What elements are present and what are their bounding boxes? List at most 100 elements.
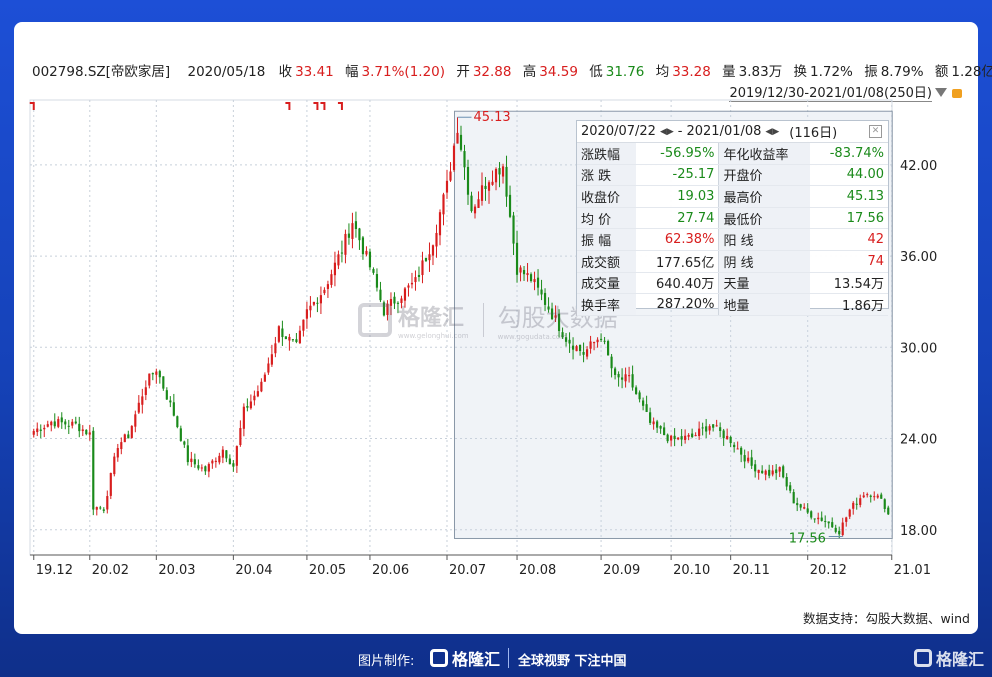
candle-body — [484, 185, 487, 190]
stat-key: 成交额 — [577, 250, 636, 273]
candle-body — [225, 450, 228, 459]
candle-body — [60, 417, 63, 423]
stat-key: 换手率 — [577, 293, 636, 316]
candle-body — [505, 166, 508, 197]
max-marker-label: 45.13 — [473, 110, 510, 125]
candle-body — [319, 295, 323, 304]
candle-body — [866, 494, 869, 496]
candle-body — [708, 426, 711, 431]
candle-body — [64, 421, 67, 425]
candle-body — [354, 221, 358, 229]
candle-body — [452, 145, 456, 171]
candle-body — [39, 429, 42, 431]
x-tick-label: 20.10 — [673, 563, 710, 578]
candle-body — [172, 402, 175, 416]
close-icon[interactable]: ✕ — [869, 125, 882, 138]
candle-body — [151, 373, 154, 375]
event-flag-icon — [285, 102, 291, 110]
stats-row: 收盘价 19.03 最高价 45.13 — [577, 185, 888, 208]
stat-value: -25.17 — [635, 164, 720, 187]
candle-body — [302, 319, 305, 331]
event-flag-icon — [337, 102, 343, 110]
candle-body — [589, 341, 592, 349]
candle-body — [431, 245, 435, 256]
candle-body — [663, 427, 666, 436]
candle-body — [221, 449, 224, 458]
candle-body — [323, 289, 326, 294]
avg-label: 均 — [655, 64, 670, 80]
stat-key: 开盘价 — [718, 164, 811, 187]
candle-body — [796, 503, 799, 506]
candle-body — [547, 306, 550, 310]
lock-icon[interactable] — [952, 88, 962, 98]
candle-body — [666, 434, 669, 442]
candle-body — [214, 460, 217, 463]
footer-divider — [508, 648, 509, 668]
stats-row: 涨 跌 -25.17 开盘价 44.00 — [577, 164, 888, 187]
candle-body — [207, 464, 210, 472]
candle-body — [564, 337, 568, 342]
candle-body — [607, 341, 610, 356]
candle-body — [424, 257, 428, 261]
candle-body — [715, 425, 718, 427]
candle-body — [186, 445, 189, 463]
candle-body — [775, 469, 778, 474]
chevron-down-icon[interactable] — [935, 87, 947, 97]
stat-key: 成交量 — [577, 272, 636, 295]
y-tick-label: 24.00 — [900, 433, 937, 448]
candle-body — [543, 292, 547, 305]
candle-body — [631, 374, 634, 388]
candle-body — [410, 282, 414, 285]
candle-body — [375, 274, 379, 288]
candle-body — [785, 477, 788, 487]
close-label: 收 — [278, 64, 293, 80]
candle-body — [274, 343, 277, 354]
stat-value: 287.20% — [635, 293, 720, 316]
candle-body — [400, 298, 403, 303]
amount-label: 额 — [934, 64, 949, 80]
watermark-divider — [482, 302, 484, 337]
candle-body — [603, 340, 606, 342]
end-adjust-arrows-icon[interactable]: ◀▶ — [765, 126, 780, 137]
candle-body — [291, 339, 294, 341]
stat-value: 62.38% — [635, 228, 720, 251]
watermark-brand1: 格隆汇 — [398, 305, 465, 331]
candle-body — [848, 509, 851, 517]
start-adjust-arrows-icon[interactable]: ◀▶ — [659, 126, 674, 137]
range-days: (116日) — [789, 126, 838, 141]
candle-body — [141, 396, 144, 405]
candle-body — [610, 356, 613, 369]
candle-body — [326, 284, 330, 289]
candle-body — [778, 467, 781, 472]
candle-body — [74, 421, 77, 424]
candle-body — [102, 509, 105, 511]
candle-body — [487, 182, 491, 191]
candle-body — [36, 428, 39, 433]
candle-body — [197, 465, 200, 469]
stats-row: 成交额 177.65亿阴 线 74 — [577, 250, 888, 273]
stat-value: 19.03 — [635, 185, 720, 208]
candle-body — [491, 181, 494, 185]
candle-body — [592, 342, 596, 344]
candle-body — [649, 412, 652, 423]
stat-key: 最高价 — [718, 185, 811, 208]
candle-body — [116, 448, 119, 458]
candle-body — [522, 270, 526, 275]
low-value: 31.76 — [605, 64, 645, 80]
candle-body — [628, 375, 631, 377]
candle-body — [148, 373, 151, 386]
candle-body — [813, 518, 816, 520]
range-selector[interactable]: 2019/12/30-2021/01/08(250日) — [729, 82, 962, 102]
candle-body — [852, 502, 855, 509]
candle-body — [43, 427, 46, 430]
candle-body — [459, 134, 463, 150]
candle-body — [508, 194, 512, 217]
candle-body — [228, 458, 231, 465]
candle-body — [550, 308, 554, 320]
change-value: 3.71%(1.20) — [361, 64, 446, 80]
candle-body — [253, 395, 256, 401]
x-tick-label: 20.12 — [810, 563, 847, 578]
y-tick-label: 42.00 — [900, 159, 937, 174]
candle-body — [789, 485, 792, 491]
close-value: 33.41 — [295, 64, 334, 80]
